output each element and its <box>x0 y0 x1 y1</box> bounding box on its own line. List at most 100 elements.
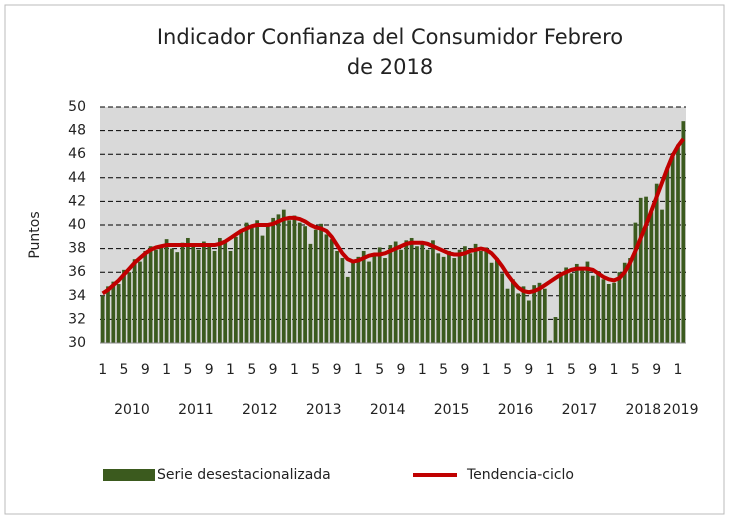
year-label: 2017 <box>562 402 598 418</box>
x-tick-label: 5 <box>375 362 384 378</box>
x-tick-label: 1 <box>546 362 555 378</box>
bar <box>292 215 297 343</box>
x-tick-label: 1 <box>482 362 491 378</box>
legend-label: Tendencia-ciclo <box>466 467 574 483</box>
y-tick-label: 30 <box>68 335 86 351</box>
bar <box>660 209 664 343</box>
bar <box>612 282 616 343</box>
bar <box>590 275 595 343</box>
bar <box>633 222 638 343</box>
x-tick-label: 9 <box>652 362 661 378</box>
bar <box>441 256 446 343</box>
bar <box>569 273 574 343</box>
bar <box>271 217 276 343</box>
bar <box>622 262 627 343</box>
x-tick-label: 5 <box>503 362 512 378</box>
bar <box>180 242 185 343</box>
x-tick-label: 1 <box>418 362 427 378</box>
bar <box>297 222 302 343</box>
bar <box>228 250 233 343</box>
bar <box>404 240 409 343</box>
y-tick-label: 46 <box>68 146 86 162</box>
bar <box>558 274 563 343</box>
y-tick-label: 32 <box>68 311 86 327</box>
bar <box>436 253 441 343</box>
bar <box>564 267 569 343</box>
x-tick-label: 9 <box>397 362 406 378</box>
bar <box>329 239 334 343</box>
bar <box>606 284 611 343</box>
x-tick-label: 5 <box>311 362 320 378</box>
bar <box>175 252 180 343</box>
bar <box>585 261 590 343</box>
bar <box>313 229 318 343</box>
bar <box>340 258 345 343</box>
bar <box>164 239 169 343</box>
bar <box>255 220 260 343</box>
bar <box>526 300 531 343</box>
bar <box>601 279 606 343</box>
bar <box>495 258 499 343</box>
bar <box>249 227 254 343</box>
bar <box>649 212 654 343</box>
x-tick-label: 5 <box>631 362 640 378</box>
x-tick-label: 1 <box>674 362 683 378</box>
legend-label: Serie desestacionalizada <box>157 467 331 483</box>
bar <box>447 250 451 343</box>
bar <box>548 340 553 343</box>
bar <box>644 196 648 343</box>
bar <box>388 245 393 343</box>
bar <box>383 258 387 343</box>
bar <box>367 261 371 343</box>
bar <box>500 273 505 343</box>
trend-line <box>101 137 685 296</box>
year-label: 2013 <box>306 402 342 418</box>
x-tick-label: 5 <box>247 362 256 378</box>
bar <box>676 144 680 343</box>
bar <box>154 249 158 343</box>
bar <box>319 223 323 343</box>
x-tick-label: 1 <box>98 362 107 378</box>
bar <box>308 243 313 343</box>
bar <box>484 247 489 343</box>
bar <box>287 220 291 343</box>
year-label: 2012 <box>242 402 278 418</box>
bar <box>335 250 339 343</box>
bar <box>303 226 307 343</box>
bar <box>265 225 270 343</box>
bar <box>452 258 457 343</box>
x-tick-label: 9 <box>205 362 214 378</box>
bar <box>148 246 153 343</box>
y-tick-label: 44 <box>68 170 86 186</box>
bar <box>628 258 632 343</box>
bar <box>415 246 419 343</box>
bar <box>111 281 116 343</box>
bar <box>202 241 206 343</box>
bar <box>260 235 265 343</box>
bar <box>127 272 132 343</box>
year-label: 2015 <box>434 402 470 418</box>
bar <box>276 214 281 343</box>
bar <box>537 282 542 343</box>
x-tick-label: 1 <box>610 362 619 378</box>
bar <box>617 272 622 343</box>
bar <box>223 242 228 343</box>
bar <box>542 288 547 343</box>
y-axis-label: Puntos <box>27 211 43 258</box>
x-tick-label: 5 <box>567 362 576 378</box>
y-tick-label: 42 <box>68 193 86 209</box>
bar <box>463 246 467 343</box>
bar <box>233 236 238 343</box>
bar <box>425 249 430 343</box>
x-tick-label: 5 <box>120 362 129 378</box>
y-tick-label: 50 <box>68 99 86 115</box>
bar <box>521 286 526 343</box>
bar <box>356 256 361 343</box>
x-tick-label: 1 <box>290 362 299 378</box>
bar <box>409 237 414 343</box>
x-tick-label: 1 <box>354 362 363 378</box>
y-tick-label: 48 <box>68 123 86 139</box>
x-tick-label: 5 <box>439 362 448 378</box>
year-label: 2014 <box>370 402 406 418</box>
